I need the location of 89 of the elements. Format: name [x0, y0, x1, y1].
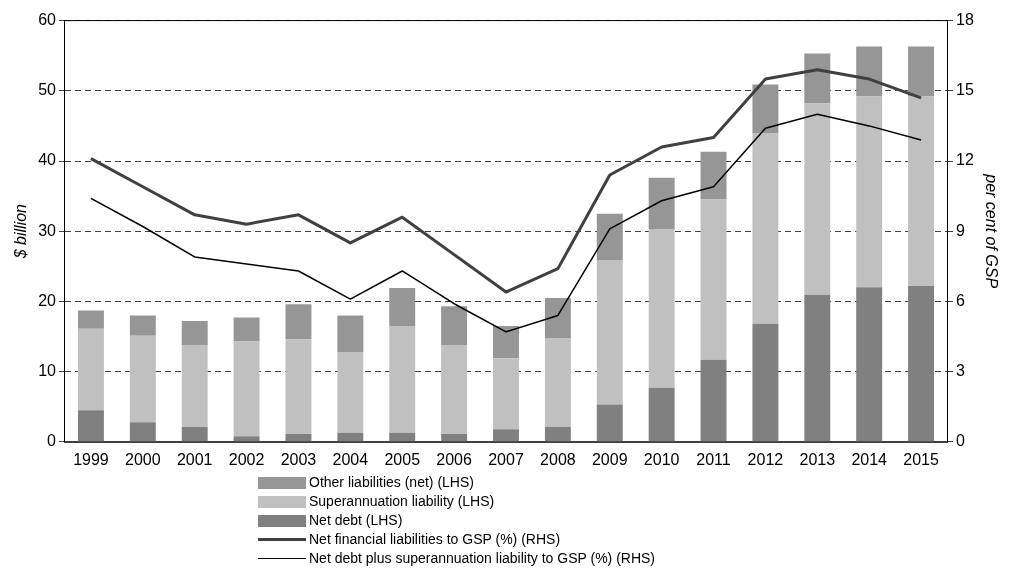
- bar: [648, 177, 675, 230]
- bar: [493, 325, 519, 359]
- y-tick-label: 0: [47, 432, 57, 450]
- bar: [233, 317, 260, 342]
- bar: [77, 310, 104, 329]
- bar: [181, 427, 208, 442]
- y-tick-label: 10: [38, 362, 57, 380]
- bar: [77, 328, 104, 411]
- legend-label: Other liabilities (net) (LHS): [309, 473, 474, 492]
- y-tick-label: 40: [38, 151, 57, 169]
- bar: [752, 323, 779, 442]
- legend-label: Superannuation liability (LHS): [309, 492, 495, 511]
- bar: [233, 341, 260, 437]
- x-tick-label: 2005: [384, 450, 421, 468]
- bar: [129, 335, 156, 423]
- bar: [908, 96, 935, 286]
- bar: [856, 287, 883, 442]
- bar: [493, 429, 519, 442]
- bar: [752, 84, 779, 133]
- x-tick-label: 2004: [332, 450, 369, 468]
- bar: [700, 151, 727, 200]
- x-tick-label: 2015: [903, 450, 939, 468]
- bar: [596, 259, 623, 405]
- x-tick-label: 2011: [696, 450, 731, 468]
- bar: [181, 344, 208, 428]
- bar: [441, 306, 468, 345]
- bar: [752, 132, 779, 324]
- y2-tick-label: 6: [956, 291, 965, 309]
- bar: [908, 285, 935, 442]
- x-tick-label: 2006: [436, 450, 473, 468]
- bar: [596, 213, 623, 260]
- bar: [804, 103, 831, 296]
- y-tick-label: 20: [38, 291, 57, 309]
- bar: [337, 432, 364, 442]
- bar: [181, 321, 208, 345]
- bar: [389, 288, 416, 326]
- y-tick-label: 50: [38, 81, 57, 99]
- bar: [908, 46, 935, 97]
- legend-label: Net debt (LHS): [309, 511, 403, 530]
- bar: [129, 315, 156, 336]
- bar: [441, 434, 468, 442]
- x-tick-label: 2000: [125, 450, 161, 468]
- bar: [544, 427, 571, 442]
- x-tick-label: 2007: [488, 450, 524, 468]
- y2-tick-label: 18: [956, 11, 974, 29]
- bar: [596, 404, 623, 442]
- bar: [337, 315, 364, 352]
- y2-tick-label: 12: [956, 151, 974, 169]
- bar: [700, 199, 727, 360]
- bar: [337, 351, 364, 433]
- y2-tick-label: 3: [956, 362, 965, 380]
- bar: [648, 229, 675, 388]
- bar: [700, 359, 727, 442]
- bar: [285, 339, 312, 435]
- bar: [285, 304, 312, 340]
- x-tick-label: 2008: [540, 450, 576, 468]
- bar: [77, 410, 104, 442]
- bar: [129, 422, 156, 442]
- bar: [856, 46, 883, 97]
- x-tick-label: 2012: [747, 450, 784, 468]
- bar: [389, 325, 416, 433]
- bar: [389, 432, 416, 442]
- x-tick-label: 2010: [643, 450, 680, 468]
- y-axis-title: $ billion: [12, 203, 30, 260]
- y2-axis-title: per cent of GSP: [982, 173, 1000, 289]
- y2-tick-label: 9: [956, 221, 965, 239]
- bar: [856, 96, 883, 288]
- y2-tick-label: 0: [956, 432, 965, 450]
- y-tick-label: 30: [38, 221, 57, 239]
- x-tick-label: 1999: [73, 450, 109, 468]
- y2-tick-label: 15: [956, 81, 974, 99]
- x-tick-label: 2014: [851, 450, 888, 468]
- x-tick-label: 2003: [280, 450, 317, 468]
- bar: [233, 436, 260, 442]
- bar: [544, 337, 571, 428]
- bar: [804, 295, 831, 442]
- bar: [493, 358, 519, 430]
- bar: [804, 53, 831, 104]
- bar: [544, 297, 571, 338]
- y-tick-label: 60: [38, 11, 57, 29]
- bar: [441, 344, 468, 435]
- x-tick-label: 2001: [176, 450, 213, 468]
- x-tick-label: 2009: [591, 450, 628, 468]
- bar: [648, 387, 675, 442]
- legend-label: Net debt plus superannuation liability to GSP (%) (RHS): [309, 549, 656, 568]
- x-tick-label: 2002: [228, 450, 265, 468]
- x-tick-label: 2013: [799, 450, 836, 468]
- bar: [285, 434, 312, 442]
- legend-label: Net financial liabilities to GSP (%) (RHS): [309, 530, 561, 549]
